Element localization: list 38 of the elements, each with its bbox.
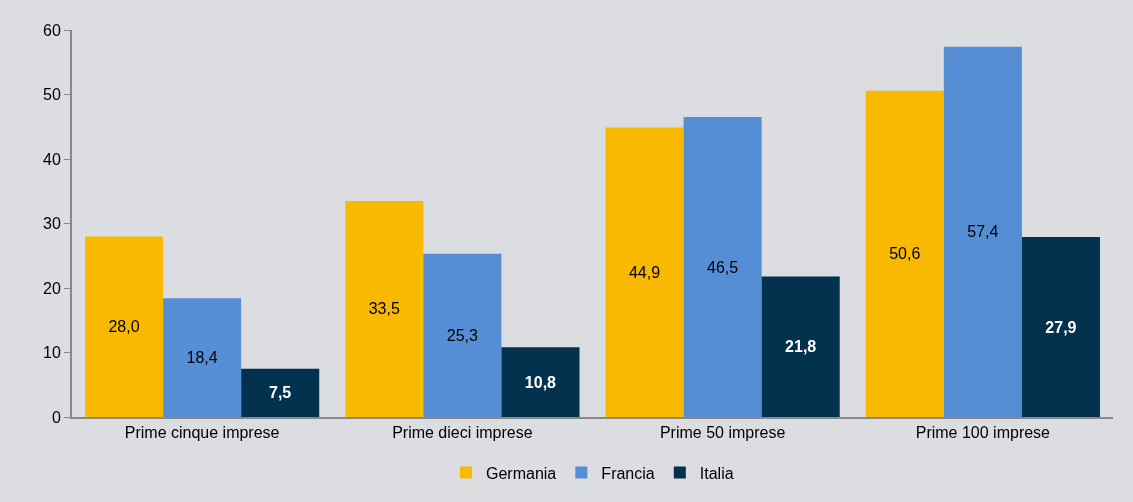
bar <box>761 276 840 417</box>
y-tick-label: 60 <box>43 21 61 39</box>
bar <box>423 253 502 417</box>
y-tick-label: 0 <box>51 408 61 426</box>
bar <box>345 200 424 417</box>
bar <box>501 347 580 417</box>
bar <box>241 368 320 417</box>
data-label: 27,9 <box>1045 318 1077 336</box>
x-tick-label: Prime cinque imprese <box>124 424 280 442</box>
y-tick-label: 10 <box>43 344 61 362</box>
data-label: 28,0 <box>108 318 140 336</box>
y-tick-label: 50 <box>43 86 61 104</box>
bar <box>943 46 1022 417</box>
data-label: 21,8 <box>785 338 817 356</box>
bar <box>163 298 242 417</box>
bar <box>1021 237 1100 417</box>
x-tick-label: Prime dieci imprese <box>392 424 533 442</box>
data-label: 7,5 <box>269 384 292 402</box>
y-tick-label: 20 <box>43 279 61 297</box>
data-label: 57,4 <box>967 223 999 241</box>
x-tick-label: Prime 100 imprese <box>915 424 1051 442</box>
data-label: 25,3 <box>446 326 478 344</box>
bar <box>865 90 944 417</box>
data-label: 50,6 <box>889 245 921 263</box>
data-label: 44,9 <box>628 263 661 281</box>
bar <box>605 127 684 417</box>
legend-label: Italia <box>699 464 734 482</box>
bar <box>85 236 164 417</box>
data-label: 46,5 <box>707 258 739 276</box>
data-label: 10,8 <box>524 373 557 391</box>
y-tick-label: 30 <box>43 215 61 233</box>
legend-label: Francia <box>601 464 655 482</box>
data-label: 18,4 <box>186 349 218 367</box>
y-tick-label: 40 <box>43 150 61 168</box>
data-label: 33,5 <box>368 300 400 318</box>
bar <box>683 117 762 417</box>
legend-label: Germania <box>486 464 557 482</box>
x-tick-label: Prime 50 imprese <box>659 424 786 442</box>
